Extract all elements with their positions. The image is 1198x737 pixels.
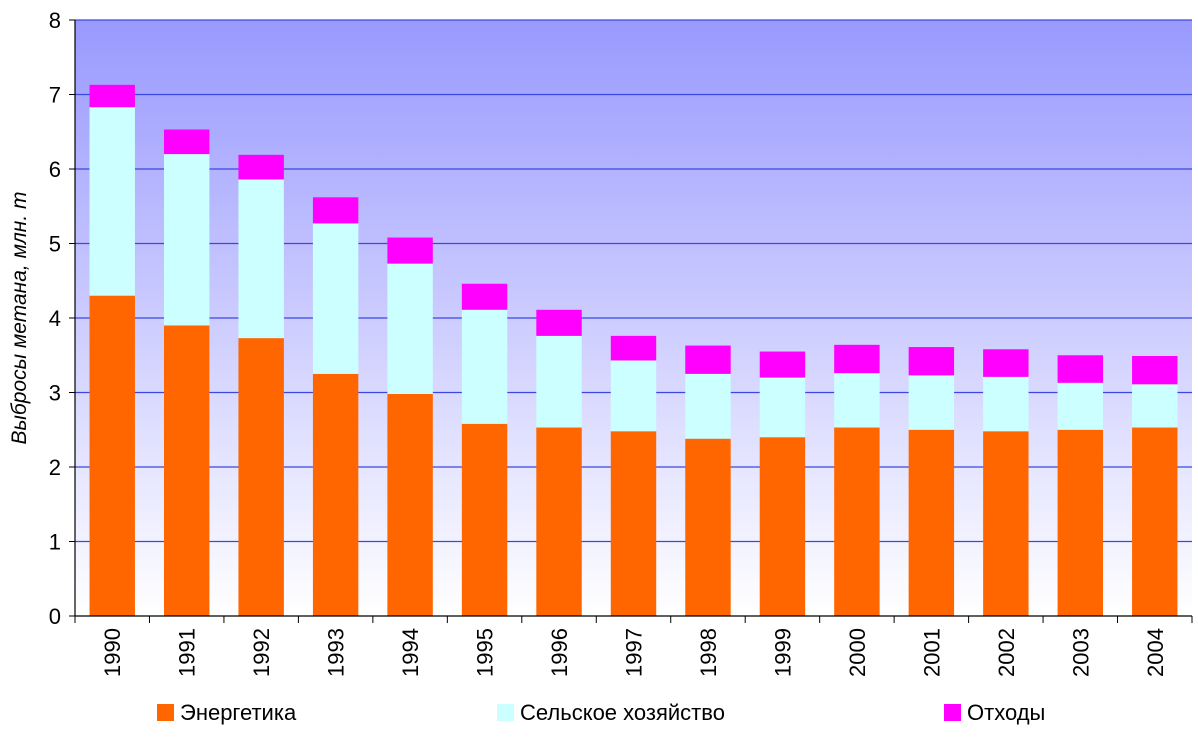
- bar-segment: [759, 437, 806, 616]
- y-tick-label: 8: [49, 8, 61, 33]
- bars: [89, 84, 1178, 616]
- y-tick-label: 3: [49, 381, 61, 406]
- x-tick-label: 1991: [175, 628, 200, 677]
- bar-segment: [387, 393, 433, 616]
- bar-segment: [461, 423, 508, 616]
- legend-swatch: [944, 704, 961, 721]
- x-tick-label: 1992: [249, 628, 274, 677]
- bar-segment: [610, 431, 657, 616]
- x-tick-label: 2003: [1068, 628, 1093, 677]
- bar-segment: [89, 84, 135, 108]
- bar-segment: [312, 197, 359, 224]
- bar-segment: [834, 373, 880, 428]
- bar-segment: [536, 309, 582, 336]
- x-tick-label: 1999: [770, 628, 795, 677]
- bar-segment: [908, 375, 955, 430]
- bar-segment: [983, 431, 1029, 616]
- bar-segment: [461, 309, 508, 424]
- bar-segment: [536, 335, 582, 428]
- bar-segment: [908, 347, 955, 376]
- y-tick-label: 4: [49, 306, 61, 331]
- bar-segment: [685, 438, 731, 616]
- y-tick-label: 1: [49, 530, 61, 555]
- bar-segment: [1057, 355, 1104, 383]
- bar-segment: [834, 344, 880, 374]
- x-tick-label: 1997: [622, 628, 647, 677]
- bar-segment: [759, 377, 806, 438]
- bar-segment: [89, 295, 135, 616]
- x-tick-label: 1996: [547, 628, 572, 677]
- y-tick-label: 7: [49, 83, 61, 108]
- y-tick-labels: 0 1 2 3 4 5 6 7 8: [49, 8, 61, 629]
- bar-segment: [1132, 384, 1178, 428]
- bar-segment: [238, 179, 284, 339]
- bar-segment: [759, 351, 806, 378]
- axes: [69, 19, 1193, 623]
- bar-segment: [610, 360, 657, 432]
- x-tick-label: 1993: [324, 628, 349, 677]
- bar-segment: [1132, 355, 1178, 385]
- legend-swatch: [157, 704, 174, 721]
- bar-segment: [983, 349, 1029, 377]
- bar-segment: [163, 325, 210, 616]
- x-tick-label: 2002: [994, 628, 1019, 677]
- bar-segment: [387, 237, 433, 264]
- y-axis-title: Выбросы метана, млн. т: [8, 191, 31, 444]
- bar-segment: [610, 335, 657, 361]
- y-tick-label: 6: [49, 157, 61, 182]
- y-tick-label: 2: [49, 455, 61, 480]
- legend-swatch: [497, 704, 514, 721]
- bar-segment: [1057, 382, 1104, 430]
- x-tick-labels: 1990 1991 1992 1993 1994 1995 1996 1997 1998 1999…: [100, 628, 1168, 677]
- legend-label: Сельское хозяйство: [520, 700, 725, 725]
- bar-segment: [163, 154, 210, 326]
- bar-segment: [1132, 427, 1178, 616]
- bar-segment: [312, 373, 359, 616]
- legend-label: Отходы: [967, 700, 1045, 725]
- x-tick-label: 1995: [473, 628, 498, 677]
- x-tick-label: 1994: [398, 628, 423, 677]
- bar-segment: [312, 223, 359, 374]
- x-tick-label: 2001: [919, 628, 944, 677]
- bar-segment: [238, 154, 284, 180]
- legend-label: Энергетика: [180, 700, 297, 725]
- bar-segment: [908, 429, 955, 616]
- legend: Энергетика Сельское хозяйство Отходы: [157, 700, 1045, 725]
- x-tick-label: 1998: [696, 628, 721, 677]
- x-tick-label: 2000: [845, 628, 870, 677]
- y-tick-label: 5: [49, 232, 61, 257]
- x-tick-label: 2004: [1143, 628, 1168, 677]
- bar-segment: [89, 107, 135, 296]
- bar-segment: [1057, 429, 1104, 616]
- bar-segment: [163, 129, 210, 155]
- bar-segment: [685, 373, 731, 439]
- bar-segment: [983, 376, 1029, 432]
- bar-segment: [387, 263, 433, 394]
- bar-segment: [685, 345, 731, 374]
- bar-segment: [834, 427, 880, 616]
- y-tick-label: 0: [49, 604, 61, 629]
- bar-segment: [238, 338, 284, 616]
- bar-segment: [536, 427, 582, 616]
- x-tick-label: 1990: [100, 628, 125, 677]
- bar-segment: [461, 283, 508, 310]
